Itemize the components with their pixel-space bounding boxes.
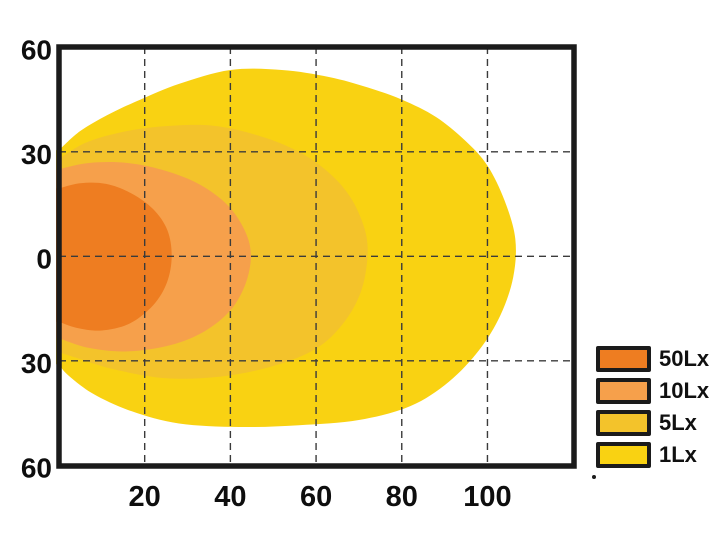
x-tick-label-100: 100 <box>463 481 511 513</box>
x-tick-label-60: 60 <box>300 481 332 513</box>
legend-swatch-10lx <box>596 378 651 404</box>
legend-swatch-5lx <box>596 410 651 436</box>
y-tick-label--30: 30 <box>21 348 52 379</box>
legend-label-5lx: 5Lx <box>659 410 697 435</box>
plot-frame <box>56 44 577 469</box>
legend-row-5lx: 5Lx <box>596 410 720 436</box>
x-tick-label-40: 40 <box>214 481 246 513</box>
y-tick-label-30: 30 <box>21 139 52 170</box>
legend-swatch-1lx <box>596 442 651 468</box>
stray-mark <box>592 475 596 479</box>
contour-fills <box>56 68 516 428</box>
legend-row-1lx: 1Lx <box>596 442 720 468</box>
axis-tick-labels: 20 40 60 80 100 60 30 0 30 60 <box>21 34 512 513</box>
legend: 50Lx 10Lx 5Lx 1Lx <box>596 346 720 474</box>
legend-row-10lx: 10Lx <box>596 378 720 404</box>
legend-label-1lx: 1Lx <box>659 442 697 467</box>
y-tick-label--60: 60 <box>21 452 52 483</box>
legend-label-50lx: 50Lx <box>659 346 710 371</box>
legend-label-10lx: 10Lx <box>659 378 710 403</box>
y-tick-label-0: 0 <box>36 243 52 274</box>
y-tick-label-60: 60 <box>21 34 52 65</box>
legend-swatch-50lx <box>596 346 651 372</box>
legend-row-50lx: 50Lx <box>596 346 720 372</box>
gridlines <box>59 47 574 466</box>
x-tick-label-20: 20 <box>129 481 161 513</box>
x-tick-label-80: 80 <box>386 481 418 513</box>
